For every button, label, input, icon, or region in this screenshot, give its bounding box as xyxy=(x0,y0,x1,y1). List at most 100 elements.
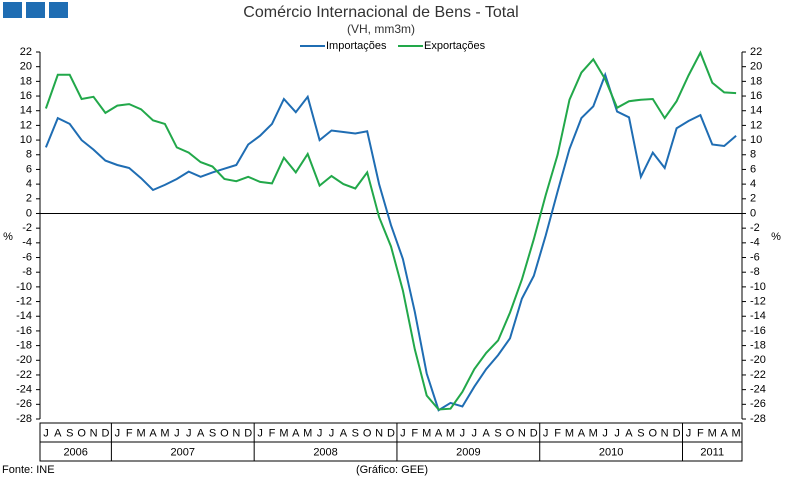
x-tick-label: M xyxy=(303,427,312,439)
y-tick-label: 14 xyxy=(20,105,32,117)
y-tick-label: 2 xyxy=(26,193,32,205)
year-label: 2007 xyxy=(171,446,195,458)
x-tick-label: N xyxy=(375,427,383,439)
x-tick-label: M xyxy=(708,427,717,439)
x-tick-label: O xyxy=(77,427,86,439)
x-tick-label: J xyxy=(329,427,335,439)
x-tick-label: A xyxy=(625,427,633,439)
x-tick-label: F xyxy=(697,427,704,439)
y-tick-label: 22 xyxy=(20,46,32,58)
credit: (Gráfico: GEE) xyxy=(356,464,428,476)
x-tick-label: O xyxy=(648,427,657,439)
y2-tick-label: -16 xyxy=(750,325,766,337)
x-tick-label: M xyxy=(589,427,598,439)
logo-block xyxy=(3,2,22,18)
y2-tick-label: -8 xyxy=(750,266,760,278)
x-tick-label: N xyxy=(90,427,98,439)
y2-tick-label: 14 xyxy=(750,105,762,117)
y-tick-label: -14 xyxy=(16,310,32,322)
x-tick-label: D xyxy=(673,427,681,439)
y2-tick-label: 16 xyxy=(750,90,762,102)
year-label: 2011 xyxy=(700,446,724,458)
x-tick-label: A xyxy=(720,427,728,439)
year-label: 2006 xyxy=(63,446,87,458)
x-tick-label: N xyxy=(518,427,526,439)
y-tick-label: -24 xyxy=(16,384,32,396)
y2-tick-label: 6 xyxy=(750,163,756,175)
x-tick-label: M xyxy=(160,427,169,439)
y-tick-label: -28 xyxy=(16,413,32,425)
x-tick-label: S xyxy=(637,427,644,439)
x-tick-label: J xyxy=(602,427,608,439)
x-tick-label: D xyxy=(387,427,395,439)
x-tick-label: M xyxy=(446,427,455,439)
chart-title: Comércio Internacional de Bens - Total xyxy=(243,4,518,21)
y-tick-label: 10 xyxy=(20,134,32,146)
y2-tick-label: -12 xyxy=(750,295,766,307)
y2-tick-label: 4 xyxy=(750,178,756,190)
x-tick-label: J xyxy=(257,427,263,439)
y2-tick-label: 10 xyxy=(750,134,762,146)
y-tick-label: -20 xyxy=(16,354,32,366)
x-tick-label: J xyxy=(614,427,620,439)
x-tick-label: J xyxy=(472,427,478,439)
y2-tick-label: -28 xyxy=(750,413,766,425)
x-tick-label: J xyxy=(174,427,180,439)
x-tick-label: M xyxy=(137,427,146,439)
x-tick-label: J xyxy=(115,427,121,439)
x-tick-label: A xyxy=(483,427,491,439)
year-label: 2008 xyxy=(313,446,337,458)
y2-tick-label: -18 xyxy=(750,340,766,352)
x-tick-label: J xyxy=(186,427,192,439)
x-tick-label: F xyxy=(554,427,561,439)
y-tick-label: 18 xyxy=(20,75,32,87)
y2-tick-label: -14 xyxy=(750,310,766,322)
x-tick-label: D xyxy=(244,427,252,439)
y-tick-label: -2 xyxy=(22,222,32,234)
x-tick-label: A xyxy=(54,427,62,439)
y-tick-label: -26 xyxy=(16,398,32,410)
y-tick-label: 12 xyxy=(20,119,32,131)
x-tick-label: S xyxy=(494,427,501,439)
x-tick-label: A xyxy=(197,427,205,439)
x-tick-label: S xyxy=(66,427,73,439)
x-tick-label: J xyxy=(686,427,692,439)
y2-tick-label: 2 xyxy=(750,193,756,205)
y-tick-label: 6 xyxy=(26,163,32,175)
y-tick-label: 8 xyxy=(26,149,32,161)
chart-subtitle: (VH, mm3m) xyxy=(347,22,415,36)
y-tick-label: -4 xyxy=(22,237,32,249)
y-tick-label: 20 xyxy=(20,61,32,73)
y-tick-label: -6 xyxy=(22,251,32,263)
x-tick-label: F xyxy=(126,427,133,439)
x-tick-label: O xyxy=(506,427,515,439)
x-tick-label: F xyxy=(269,427,276,439)
x-tick-label: M xyxy=(565,427,574,439)
y2-axis-label: % xyxy=(771,231,781,243)
y2-tick-label: -4 xyxy=(750,237,760,249)
y-tick-label: 4 xyxy=(26,178,32,190)
x-tick-label: J xyxy=(543,427,549,439)
source: Fonte: INE xyxy=(2,464,55,476)
x-tick-label: D xyxy=(530,427,538,439)
x-tick-label: J xyxy=(460,427,466,439)
x-tick-label: A xyxy=(578,427,586,439)
y2-tick-label: -10 xyxy=(750,281,766,293)
y2-tick-label: 22 xyxy=(750,46,762,58)
x-tick-label: J xyxy=(317,427,323,439)
y-tick-label: -10 xyxy=(16,281,32,293)
x-tick-label: A xyxy=(340,427,348,439)
x-tick-label: J xyxy=(400,427,406,439)
x-tick-label: A xyxy=(149,427,157,439)
y2-tick-label: 0 xyxy=(750,207,756,219)
y2-tick-label: -6 xyxy=(750,251,760,263)
y2-tick-label: 8 xyxy=(750,149,756,161)
y2-tick-label: -22 xyxy=(750,369,766,381)
logo-block xyxy=(49,2,68,18)
x-tick-label: M xyxy=(422,427,431,439)
x-tick-label: M xyxy=(731,427,740,439)
y2-tick-label: 20 xyxy=(750,61,762,73)
legend-label: Importações xyxy=(326,40,387,52)
year-label: 2010 xyxy=(599,446,623,458)
